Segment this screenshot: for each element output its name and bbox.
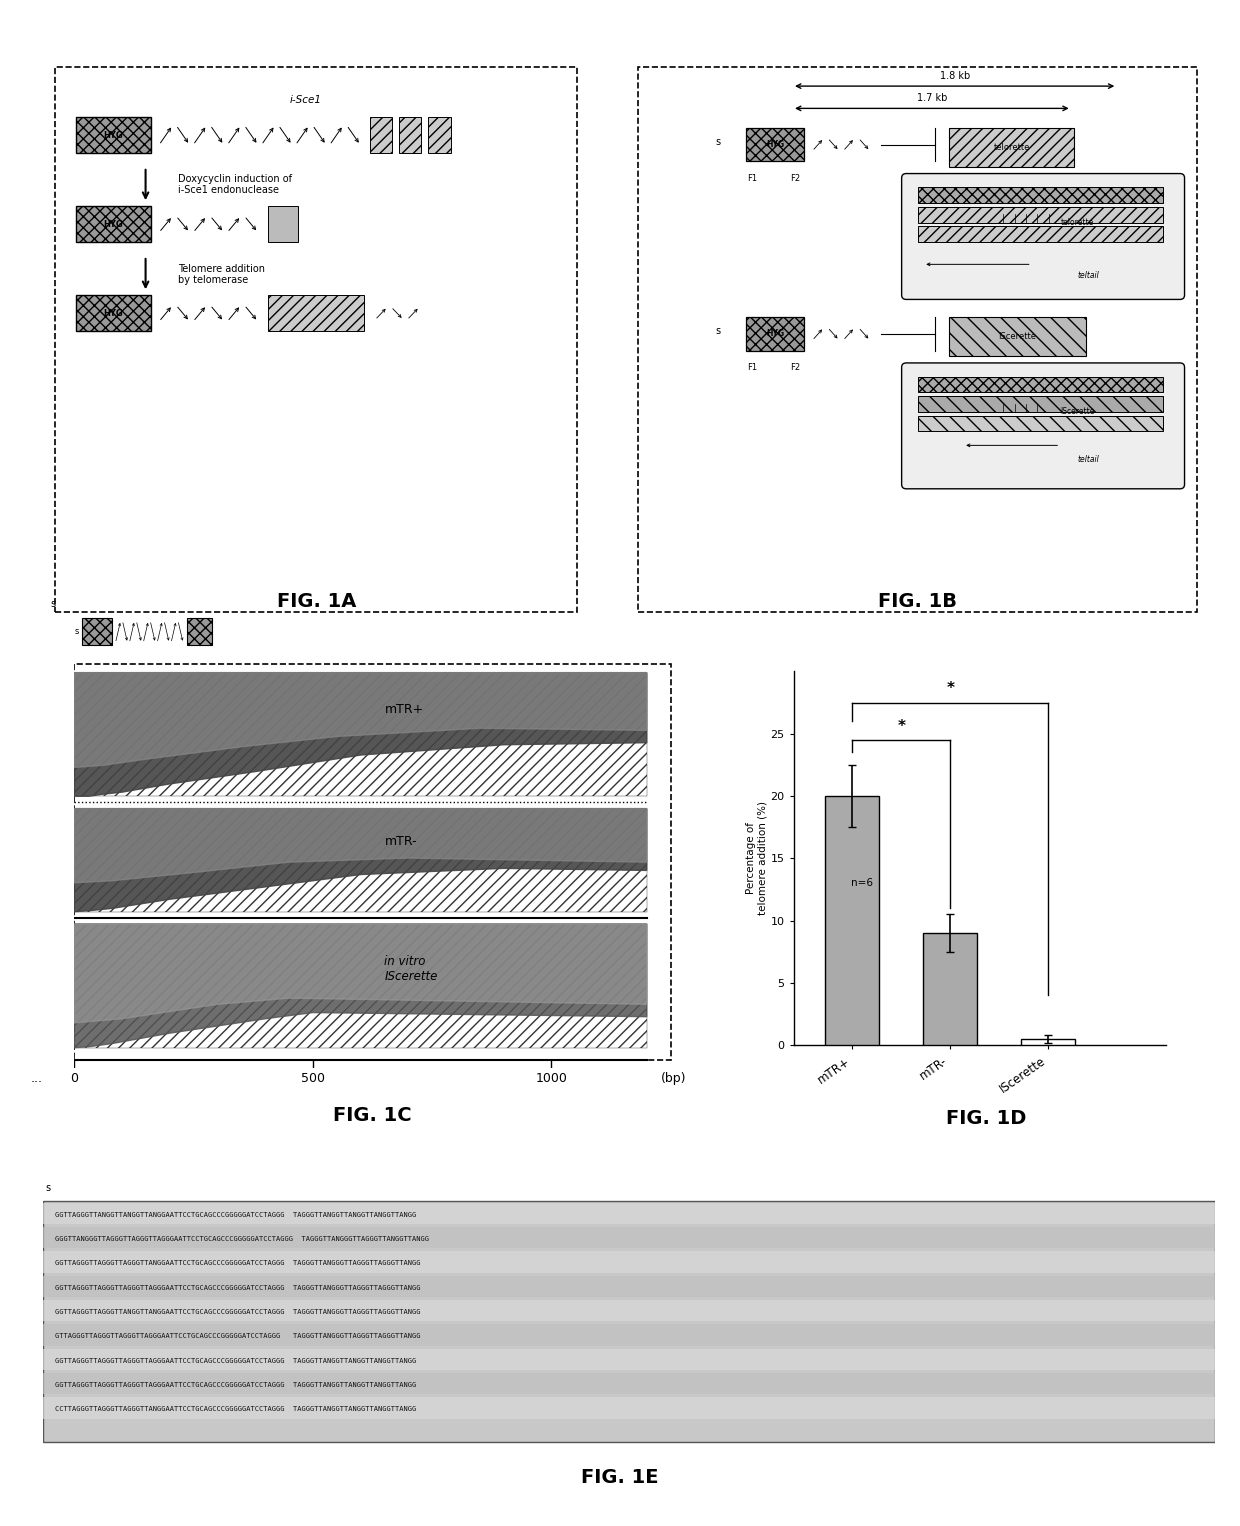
Text: FIG. 1A: FIG. 1A (277, 592, 356, 610)
Bar (918, 397, 1163, 412)
Text: GTTAGGGTTAGGGTTAGGGTTAGGGAATTCCTGCAGCCCGGGGGATCCTAGGG   TAGGGTTANGGGTTAGGGTTAGGG: GTTAGGGTTAGGGTTAGGGTTAGGGAATTCCTGCAGCCCG… (55, 1334, 420, 1340)
Bar (43, 1202, 1215, 1224)
Bar (268, 295, 365, 331)
Text: HYG: HYG (766, 140, 784, 150)
Bar (399, 118, 422, 153)
Bar (76, 206, 151, 243)
Bar (43, 1300, 1215, 1322)
Text: teltail: teltail (1078, 272, 1100, 279)
Bar (76, 118, 151, 153)
Text: s: s (715, 327, 720, 336)
Bar (918, 417, 1163, 432)
Bar (949, 317, 1086, 356)
Text: 1000: 1000 (536, 1073, 567, 1085)
Text: F2: F2 (790, 174, 800, 183)
Text: GGTTAGGGTTAGGGTTAGGGTTAGGGAATTCCTGCAGCCCGGGGGATCCTAGGG  TAGGGTTANGGTTANGGTTANGGT: GGTTAGGGTTAGGGTTAGGGTTAGGGAATTCCTGCAGCCC… (55, 1358, 417, 1364)
Text: HYG: HYG (104, 220, 124, 229)
Text: IScerette: IScerette (1060, 407, 1095, 417)
Bar (924, 932, 977, 1045)
Text: s: s (715, 137, 720, 146)
Polygon shape (74, 923, 647, 1047)
Polygon shape (74, 923, 647, 1022)
Text: *: * (898, 719, 905, 734)
Polygon shape (74, 809, 647, 911)
Bar (918, 226, 1163, 243)
Text: 0: 0 (71, 1073, 78, 1085)
Bar (76, 295, 151, 331)
Text: HYG: HYG (766, 330, 784, 339)
Text: s: s (46, 1183, 51, 1193)
Text: F2: F2 (790, 363, 800, 372)
Polygon shape (74, 809, 647, 882)
Bar (74, 923, 647, 1047)
Bar (746, 128, 804, 162)
Text: HYG: HYG (104, 308, 124, 317)
Bar (370, 118, 392, 153)
Text: GGTTAGGGTTAGGGTTANGGTTANGGAATTCCTGCAGCCCGGGGGATCCTAGGG  TAGGGTTANGGGTTAGGGTTAGGG: GGTTAGGGTTAGGGTTANGGTTANGGAATTCCTGCAGCCC… (55, 1309, 420, 1315)
Bar (268, 206, 298, 243)
Text: Telomere addition
by telomerase: Telomere addition by telomerase (177, 264, 264, 285)
Text: n=6: n=6 (851, 879, 873, 888)
Text: GGTTAGGGTTAGGGTTAGGGTTANGGAATTCCTGCAGCCCGGGGGATCCTAGGG  TAGGGTTANGGGTTAGGGTTAGGG: GGTTAGGGTTAGGGTTAGGGTTANGGAATTCCTGCAGCCC… (55, 1260, 420, 1267)
Text: Doxycyclin induction of
i-Sce1 endonuclease: Doxycyclin induction of i-Sce1 endonucle… (177, 174, 291, 195)
Bar (918, 188, 1163, 203)
Bar (74, 809, 647, 911)
Polygon shape (74, 673, 647, 797)
Bar (826, 797, 879, 1045)
Text: 1.8 kb: 1.8 kb (940, 70, 970, 81)
Text: telorette: telorette (993, 143, 1030, 153)
Text: GGGTTANGGGTTAGGGTTAGGGTTAGGGAATTCCTGCAGCCCGGGGGATCCTAGGG  TAGGGTTANGGGTTAGGGTTAN: GGGTTANGGGTTAGGGTTAGGGTTAGGGAATTCCTGCAGC… (55, 1236, 429, 1242)
Text: i-Sce1: i-Sce1 (289, 95, 321, 105)
Text: in vitro
IScerette: in vitro IScerette (384, 955, 438, 983)
Y-axis label: Percentage of
telomere addition (%): Percentage of telomere addition (%) (746, 801, 768, 916)
Bar (918, 208, 1163, 223)
Bar (82, 618, 112, 645)
Text: 500: 500 (301, 1073, 325, 1085)
Bar (428, 118, 450, 153)
Text: (bp): (bp) (661, 1073, 687, 1085)
Text: mTR+: mTR+ (384, 703, 424, 716)
Bar (43, 1398, 1215, 1419)
Text: FIG. 1D: FIG. 1D (946, 1109, 1025, 1128)
Text: s: s (74, 627, 79, 636)
Text: telorette: telorette (1060, 218, 1094, 227)
Text: GGTTAGGGTTAGGGTTAGGGTTAGGGAATTCCTGCAGCCCGGGGGATCCTAGGG  TAGGGTTANGGTTANGGTTANGGT: GGTTAGGGTTAGGGTTAGGGTTAGGGAATTCCTGCAGCCC… (55, 1383, 417, 1389)
Text: GGTTAGGGTTANGGTTANGGTTANGGAATTCCTGCAGCCCGGGGGATCCTAGGG  TAGGGTTANGGTTANGGTTANGGT: GGTTAGGGTTANGGTTANGGTTANGGAATTCCTGCAGCCC… (55, 1212, 417, 1218)
Text: *: * (946, 682, 955, 696)
Bar (43, 1325, 1215, 1346)
Bar (918, 377, 1163, 392)
Text: FIG. 1B: FIG. 1B (878, 592, 957, 610)
Text: GGTTAGGGTTAGGGTTAGGGTTAGGGAATTCCTGCAGCCCGGGGGATCCTAGGG  TAGGGTTANGGGTTAGGGTTAGGG: GGTTAGGGTTAGGGTTAGGGTTAGGGAATTCCTGCAGCCC… (55, 1285, 420, 1291)
Text: FIG. 1E: FIG. 1E (582, 1468, 658, 1486)
Text: F1: F1 (748, 363, 758, 372)
Bar (43, 1373, 1215, 1395)
Bar (43, 1227, 1215, 1248)
Text: ...: ... (30, 1073, 42, 1085)
Polygon shape (74, 673, 647, 768)
Bar (187, 618, 212, 645)
Bar (43, 1276, 1215, 1297)
Text: CCTTAGGGTTAGGGTTAGGGTTANGGAATTCCTGCAGCCCGGGGGATCCTAGGG  TAGGGTTANGGTTANGGTTANGGT: CCTTAGGGTTAGGGTTAGGGTTANGGAATTCCTGCAGCCC… (55, 1407, 417, 1413)
FancyBboxPatch shape (901, 174, 1184, 299)
Text: HYG: HYG (104, 131, 124, 139)
Text: teltail: teltail (1078, 455, 1100, 464)
FancyBboxPatch shape (901, 363, 1184, 488)
Bar (43, 1251, 1215, 1273)
Bar (746, 317, 804, 351)
Text: FIG. 1C: FIG. 1C (332, 1106, 412, 1125)
Text: s: s (50, 598, 56, 609)
Bar (43, 1349, 1215, 1370)
Text: IScerette: IScerette (998, 333, 1037, 342)
Text: mTR-: mTR- (384, 835, 417, 848)
Bar (1022, 1039, 1075, 1045)
Text: F1: F1 (748, 174, 758, 183)
Bar (949, 128, 1074, 166)
Text: 1.7 kb: 1.7 kb (916, 93, 947, 102)
Bar (74, 673, 647, 797)
